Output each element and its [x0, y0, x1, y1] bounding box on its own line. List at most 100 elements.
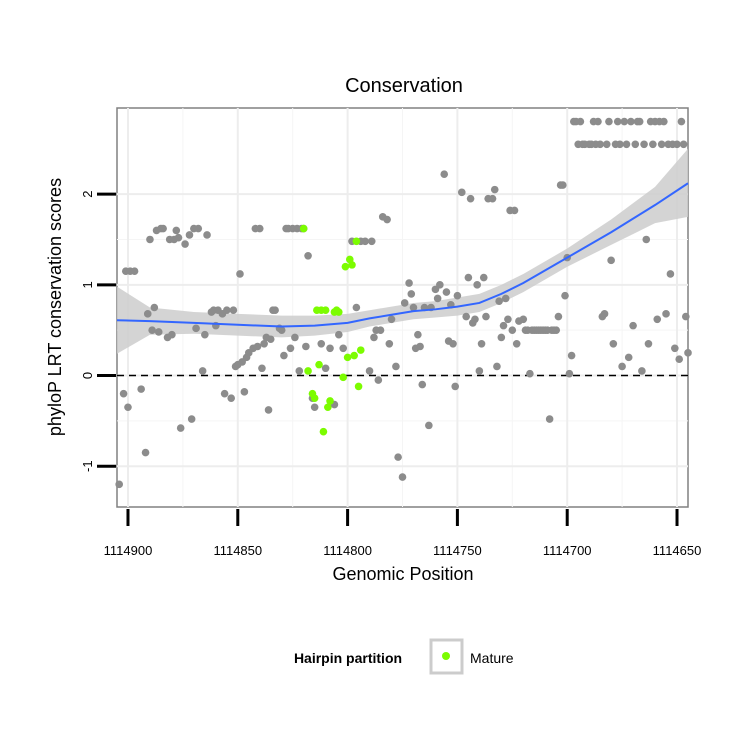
data-point-other	[679, 140, 688, 149]
data-point-other	[501, 294, 510, 303]
data-point-other	[181, 240, 189, 248]
data-point-mature	[343, 353, 352, 362]
data-point-other	[187, 415, 196, 423]
data-point-other	[462, 312, 470, 321]
x-tick-label: 1114650	[653, 543, 702, 558]
data-point-other	[675, 355, 684, 363]
data-point-other	[302, 342, 310, 351]
data-point-other	[561, 291, 569, 300]
data-point-other	[677, 117, 686, 126]
data-point-other	[600, 310, 609, 318]
data-point-other	[240, 388, 249, 396]
data-point-other	[622, 140, 631, 149]
data-point-other	[660, 117, 668, 126]
smooth-line-layer	[116, 182, 689, 328]
data-point-other	[653, 315, 662, 324]
data-point-mature	[348, 261, 356, 269]
data-point-other	[374, 376, 383, 384]
data-point-other	[236, 270, 244, 278]
legend-key-box	[429, 638, 464, 675]
data-point-mature	[315, 360, 323, 369]
data-point-mature	[324, 403, 332, 412]
data-point-other	[449, 339, 457, 348]
data-point-other	[644, 339, 653, 348]
data-point-other	[473, 281, 481, 289]
data-point-other	[466, 194, 475, 203]
data-point-other	[497, 333, 506, 342]
data-point-other	[442, 288, 451, 296]
legend-title: Hairpin partition	[294, 650, 402, 666]
data-point-other	[504, 315, 512, 324]
data-point-other	[567, 351, 576, 360]
data-point-other	[673, 140, 681, 149]
data-point-other	[642, 235, 651, 244]
data-point-other	[137, 385, 145, 393]
data-point-other	[605, 117, 613, 126]
data-point-other	[159, 224, 167, 233]
data-point-other	[367, 237, 376, 246]
data-point-other	[266, 335, 275, 344]
data-point-other	[682, 312, 690, 321]
data-point-other	[280, 351, 288, 360]
data-point-other	[464, 273, 473, 282]
data-point-other	[609, 339, 618, 348]
legend-entry-mature: Mature	[470, 650, 514, 666]
loess-smooth-line	[116, 182, 689, 328]
data-point-other	[607, 256, 615, 265]
data-point-other	[172, 226, 181, 235]
data-point-other	[376, 326, 385, 334]
data-point-other	[400, 299, 409, 307]
data-point-other	[457, 188, 466, 197]
data-point-other	[519, 315, 528, 324]
y-axis-label: phyloP LRT conservation scores	[45, 178, 65, 436]
y-tick-label: 2	[80, 191, 95, 198]
data-point-other	[526, 369, 534, 378]
data-point-other	[168, 330, 176, 339]
data-point-other	[490, 185, 499, 194]
data-point-other	[433, 294, 442, 303]
data-point-other	[624, 353, 633, 362]
data-point-other	[387, 315, 396, 324]
data-point-mature	[310, 394, 319, 402]
data-point-other	[394, 453, 402, 461]
data-point-other	[174, 233, 183, 242]
data-point-other	[124, 403, 132, 412]
data-point-other	[602, 140, 611, 149]
x-tick-label: 1114900	[104, 543, 153, 558]
data-point-other	[119, 389, 128, 398]
data-point-other	[295, 367, 304, 375]
data-point-other	[620, 117, 629, 126]
data-point-other	[616, 140, 624, 149]
data-point-mature	[335, 308, 343, 316]
data-point-other	[352, 303, 361, 312]
data-point-other	[405, 279, 413, 287]
data-point-other	[291, 333, 299, 342]
data-point-other	[385, 339, 394, 348]
data-point-other	[488, 194, 497, 203]
data-point-other	[150, 303, 159, 312]
data-point-other	[310, 403, 319, 412]
data-point-other	[414, 330, 422, 339]
data-point-other	[229, 306, 238, 315]
data-point-other	[260, 339, 268, 348]
data-point-other	[409, 303, 418, 312]
data-point-other	[453, 291, 462, 300]
data-point-other	[115, 480, 123, 489]
data-point-other	[559, 181, 567, 189]
data-point-other	[277, 326, 286, 334]
x-tick-label: 1114700	[543, 543, 592, 558]
data-point-other	[471, 315, 479, 324]
data-point-other	[398, 473, 407, 481]
data-point-other	[613, 117, 622, 126]
data-point-other	[148, 326, 156, 334]
data-point-mature	[352, 237, 361, 246]
data-point-other	[154, 328, 163, 336]
data-point-other	[407, 290, 416, 298]
data-point-other	[565, 369, 574, 378]
data-point-other	[554, 312, 563, 321]
data-point-other	[482, 312, 490, 321]
data-point-other	[649, 140, 657, 149]
data-point-other	[304, 252, 312, 260]
